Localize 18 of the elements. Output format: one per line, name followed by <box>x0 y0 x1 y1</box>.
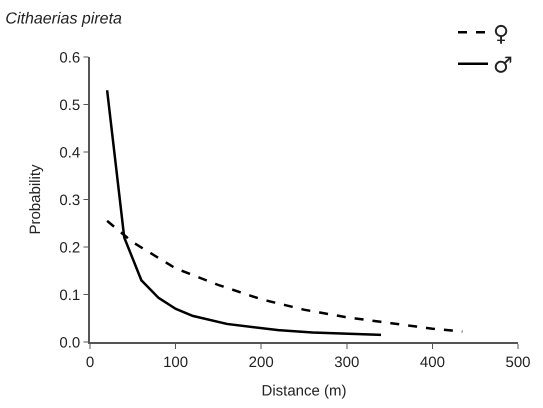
legend-label: ♀ <box>493 22 510 47</box>
chart-title: Cithaerias pireta <box>5 10 122 28</box>
x-tick-label: 200 <box>248 354 274 371</box>
y-tick-label: 0.6 <box>59 49 80 66</box>
y-tick-label: 0.1 <box>59 286 80 304</box>
x-tick-label: 300 <box>334 354 360 371</box>
y-tick-label: 0.2 <box>59 239 80 256</box>
y-tick-label: 0.4 <box>59 144 80 162</box>
x-tick-label: 500 <box>505 354 531 371</box>
x-tick-label: 400 <box>420 354 445 371</box>
y-tick-label: 0.5 <box>59 96 80 114</box>
x-tick-label: 0 <box>86 354 94 371</box>
y-axis-title: Probability <box>27 164 44 235</box>
x-axis-title: Distance (m) <box>261 382 347 400</box>
x-tick-label: 100 <box>163 354 188 371</box>
y-tick-label: 0.0 <box>59 334 80 352</box>
legend-label: ♂ <box>493 53 513 78</box>
y-tick-label: 0.3 <box>59 192 80 209</box>
